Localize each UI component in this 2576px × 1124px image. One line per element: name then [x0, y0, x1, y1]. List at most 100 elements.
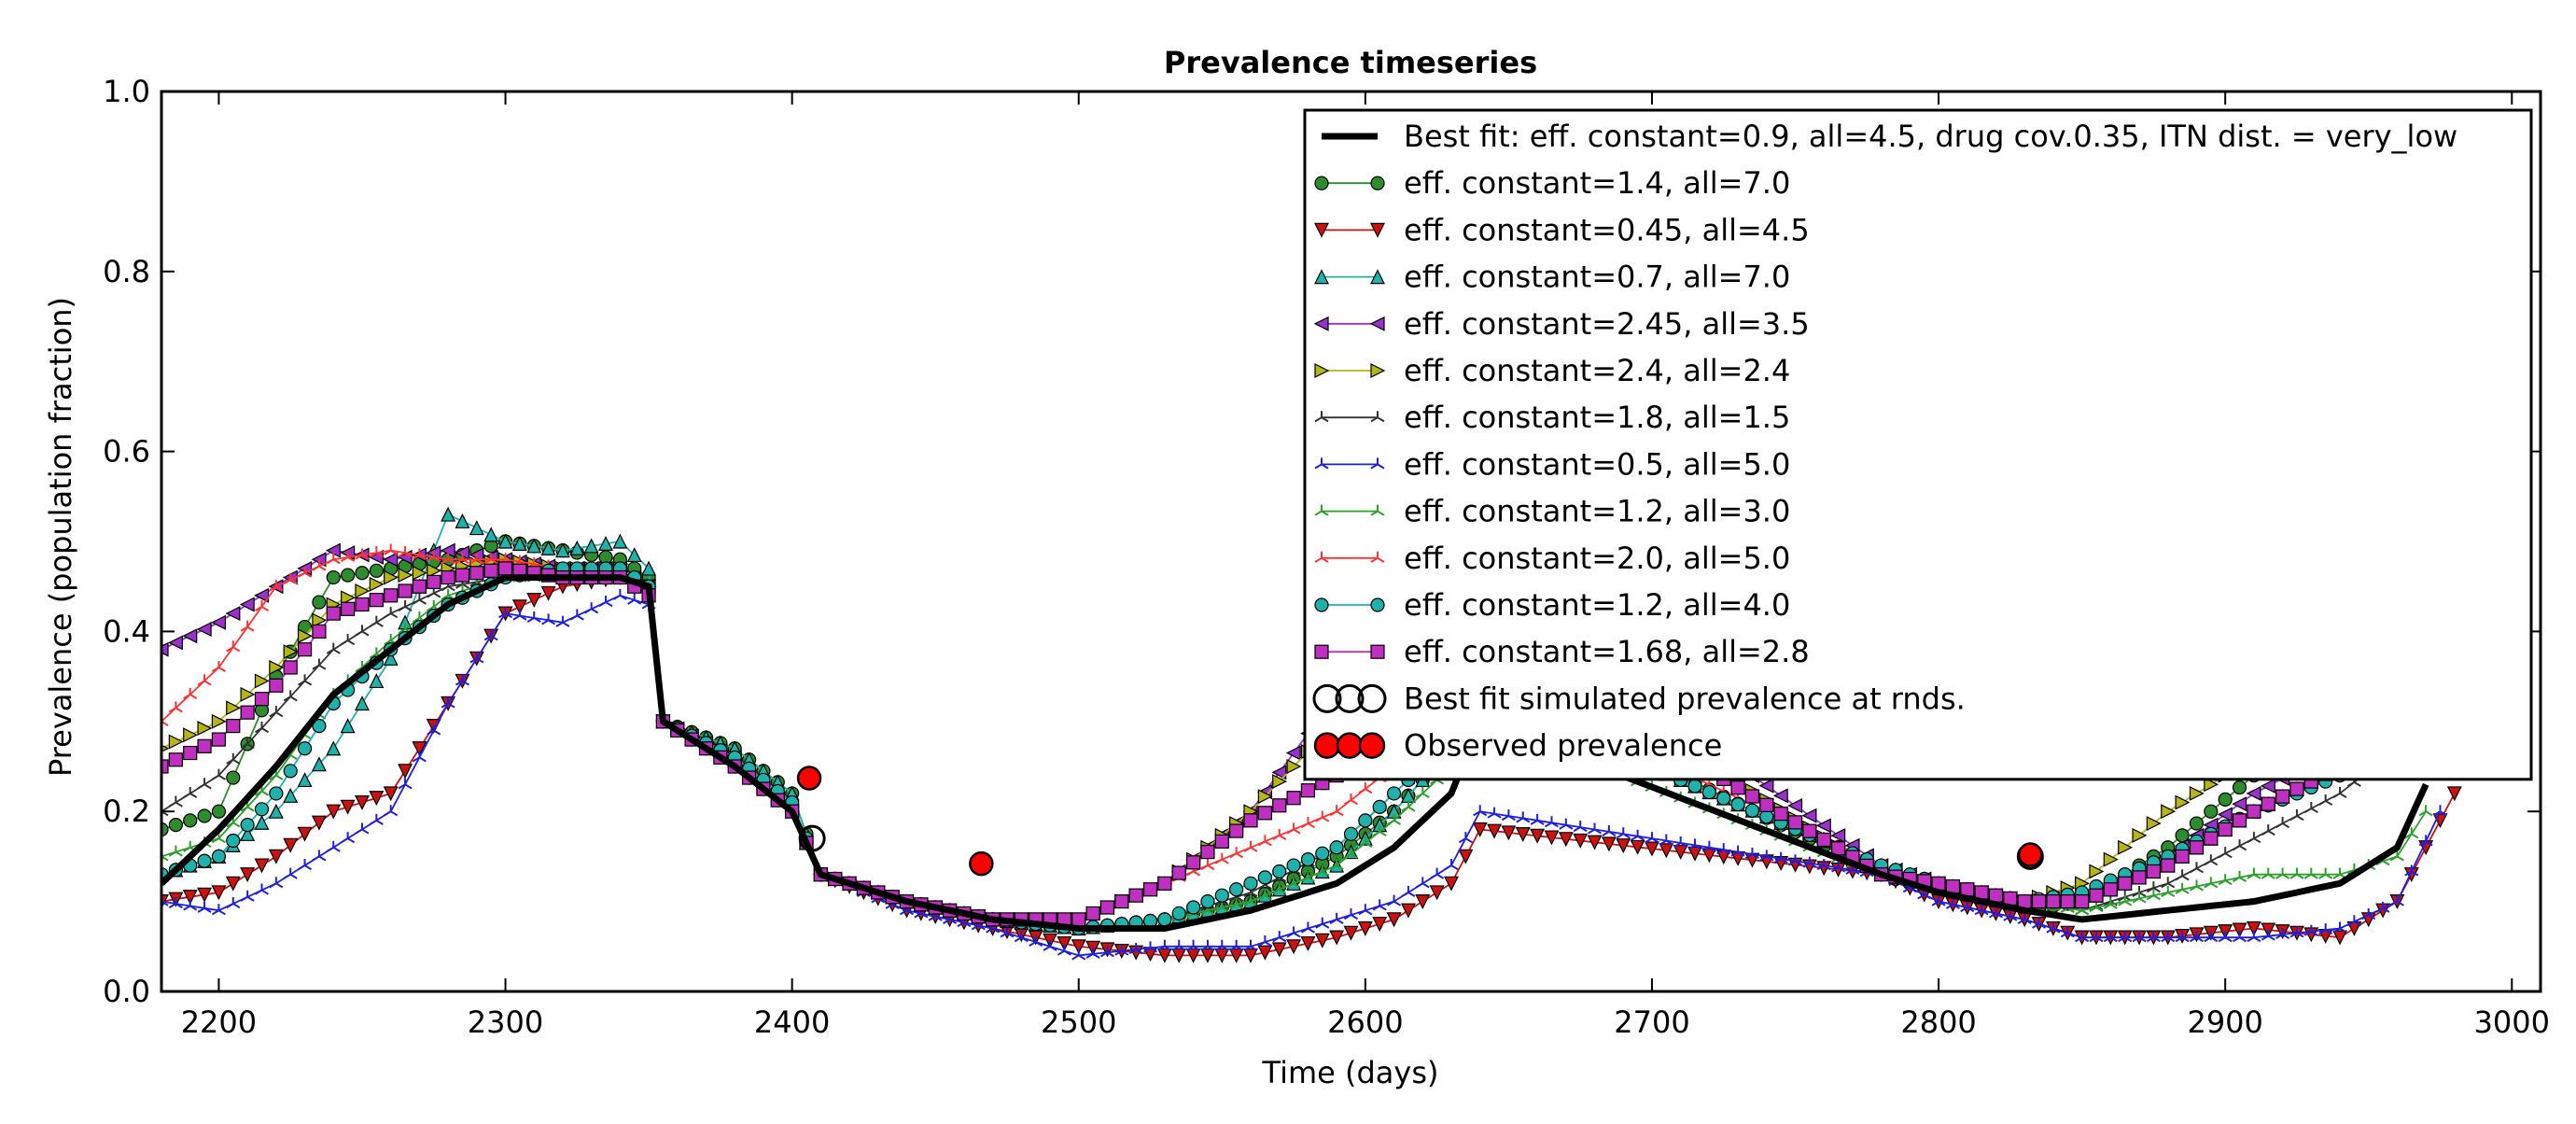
series-2-point-80: [1300, 935, 1316, 951]
series-9-point-6: [240, 620, 255, 632]
series-11-point-139: [2146, 864, 2162, 879]
series-5-point-139: [2146, 816, 2162, 832]
series-5-point-141: [2175, 794, 2191, 810]
series-9-point-17: [398, 546, 413, 558]
series-4-point-4: [211, 614, 227, 630]
series-2-point-79: [1286, 939, 1302, 955]
series-7-point-145: [2233, 931, 2247, 943]
series-11-point-11: [312, 624, 327, 639]
series-11-point-129: [2003, 891, 2018, 906]
legend-entry-11: eff. constant=1.68, all=2.8: [1314, 634, 1810, 669]
series-11-point-14: [355, 597, 370, 612]
series-5-point-135: [2089, 864, 2105, 879]
series-3-point-25: [511, 536, 527, 552]
observed-point-2: [2018, 842, 2043, 867]
series-3-point-31: [598, 536, 613, 552]
series-11-point-69: [1142, 882, 1158, 897]
legend-marker-13-1: [1336, 732, 1364, 759]
series-6-point-150: [2303, 801, 2318, 814]
series-6-point-141: [2175, 869, 2190, 881]
series-4-point-3: [196, 622, 212, 637]
series-6-point-18: [412, 593, 427, 605]
series-1-point-0: [161, 822, 169, 837]
series-9-point-8: [269, 580, 284, 592]
legend-marker-5-b: [1370, 363, 1386, 378]
series-9-point-80: [1300, 817, 1315, 829]
axes: 2200 2300 2400 2500 2600 2700 2800 2900 3000 0.0 0…: [103, 74, 2550, 1040]
series-5-point-8: [269, 659, 285, 675]
series-7-point-30: [584, 602, 599, 614]
series-11-point-130: [2017, 893, 2032, 909]
series-6-point-13: [341, 634, 356, 646]
series-7-point-64: [1071, 948, 1086, 961]
series-7-point-157: [2404, 864, 2419, 877]
series-8-point-157: [2404, 827, 2419, 839]
series-8-point-77: [1257, 889, 1272, 901]
series-7-point-91: [1458, 832, 1473, 844]
series-5-point-1: [168, 734, 184, 750]
series-2-point-10: [297, 826, 313, 842]
series-7-point-14: [355, 822, 370, 835]
series-7-point-9: [283, 867, 298, 879]
series-3-point-6: [240, 825, 256, 841]
series-2-point-76: [1243, 948, 1258, 963]
series-7-point-8: [269, 877, 284, 889]
series-7-point-74: [1214, 939, 1229, 951]
series-7-point-13: [341, 832, 356, 844]
series-9-point-77: [1257, 835, 1272, 847]
series-9-point-15: [369, 546, 384, 558]
x-tick-label-1: 2300: [468, 1005, 543, 1040]
series-8-point-87: [1401, 800, 1416, 812]
series-11-point-125: [1945, 878, 1961, 894]
series-7-point-134: [2075, 931, 2090, 943]
series-7-point-117: [1831, 861, 1846, 873]
series-7-point-115: [1802, 856, 1817, 868]
series-7-point-150: [2303, 924, 2318, 936]
series-2-point-146: [2246, 920, 2261, 936]
series-2-point-3: [197, 887, 213, 903]
series-11-point-2: [183, 745, 198, 761]
series-11-point-13: [341, 601, 356, 616]
series-11-point-78: [1272, 798, 1287, 813]
series-10-point-71: [1171, 906, 1186, 921]
series-2-point-17: [398, 764, 413, 780]
series-7-point-18: [412, 751, 427, 763]
series-9-point-78: [1272, 828, 1287, 840]
series-7-point-114: [1788, 854, 1803, 866]
series-11-point-68: [1128, 888, 1143, 903]
legend-entry-2: eff. constant=0.45, all=4.5: [1314, 212, 1810, 247]
series-1-point-143: [2204, 804, 2219, 819]
series-2-point-6: [240, 867, 256, 883]
series-3-point-10: [297, 772, 313, 788]
series-4-point-112: [1758, 778, 1774, 794]
series-11-point-66: [1099, 900, 1115, 915]
x-tick-label-5: 2700: [1614, 1005, 1689, 1040]
series-2-point-9: [283, 837, 299, 853]
series-11-point-146: [2247, 804, 2261, 819]
series-4-point-115: [1801, 808, 1817, 823]
series-7-point-94: [1501, 809, 1516, 822]
series-11-point-148: [2275, 789, 2290, 804]
series-7-point-16: [384, 805, 399, 817]
series-2-point-73: [1199, 948, 1215, 963]
series-7-point-146: [2247, 931, 2261, 943]
legend-marker-10-a: [1314, 597, 1329, 612]
series-11-point-144: [2218, 822, 2233, 837]
series-7-point-88: [1415, 877, 1430, 889]
series-8-point-148: [2275, 867, 2290, 879]
series-3-point-32: [612, 533, 628, 549]
series-8-point-149: [2289, 867, 2304, 879]
series-2-point-86: [1386, 912, 1402, 928]
series-7-point-99: [1573, 821, 1588, 833]
series-6-point-16: [384, 607, 399, 619]
series-9-point-21: [455, 553, 469, 565]
series-11-point-17: [398, 583, 413, 598]
series-7-point-100: [1588, 822, 1603, 835]
legend-entry-9: eff. constant=2.0, all=5.0: [1314, 541, 1790, 576]
series-2-point-27: [540, 585, 556, 601]
series-7-point-22: [469, 652, 484, 664]
series-6-point-17: [398, 599, 413, 611]
series-5-point-9: [283, 644, 299, 660]
series-9-point-76: [1243, 840, 1258, 852]
